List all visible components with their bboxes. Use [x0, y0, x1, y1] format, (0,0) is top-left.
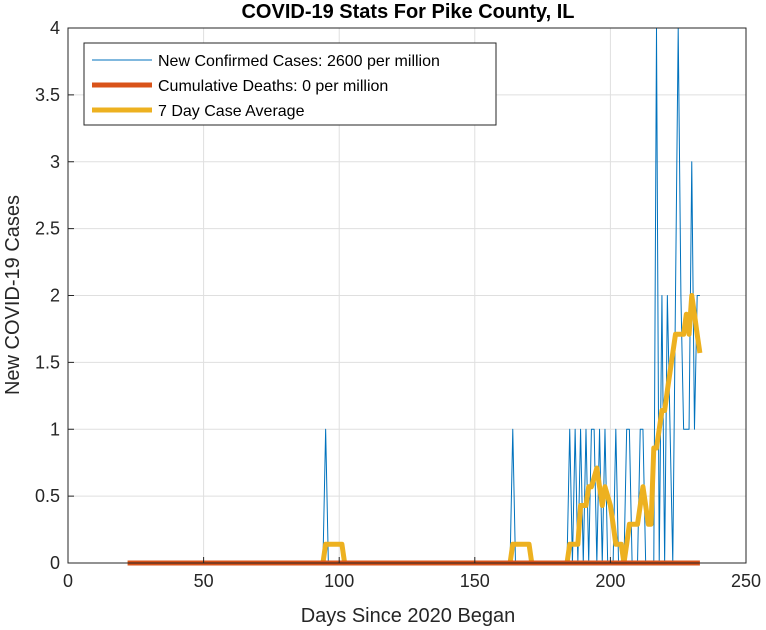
ticks: 0 50 100 150 200 250 0 0.5 1 1.5 2 2.5 3 3.5 4	[35, 18, 761, 591]
legend-entry-cumulative-deaths: Cumulative Deaths: 0 per million	[158, 78, 388, 95]
x-tick-label: 250	[731, 571, 761, 591]
legend-entry-case-average: 7 Day Case Average	[158, 103, 305, 120]
y-tick-label: 1	[50, 419, 60, 439]
legend: New Confirmed Cases: 2600 per million Cum…	[83, 42, 497, 126]
y-tick-label: 0.5	[35, 486, 60, 506]
x-tick-label: 50	[194, 571, 214, 591]
x-tick-label: 0	[63, 571, 73, 591]
y-tick-label: 1.5	[35, 352, 60, 372]
y-axis-label: New COVID-19 Cases	[2, 195, 24, 395]
legend-entry-new-cases: New Confirmed Cases: 2600 per million	[158, 53, 440, 70]
y-tick-label: 3	[50, 152, 60, 172]
x-tick-label: 100	[324, 571, 354, 591]
y-tick-label: 3.5	[35, 85, 60, 105]
chart-title: COVID-19 Stats For Pike County, IL	[241, 1, 574, 23]
y-tick-label: 0	[50, 553, 60, 573]
x-tick-label: 150	[460, 571, 490, 591]
y-tick-label: 2	[50, 286, 60, 306]
x-tick-label: 200	[595, 571, 625, 591]
case-average-line	[127, 293, 703, 566]
y-tick-label: 2.5	[35, 219, 60, 239]
y-tick-label: 4	[50, 18, 60, 38]
legend-box	[83, 42, 497, 126]
x-axis-label: Days Since 2020 Began	[301, 605, 516, 627]
